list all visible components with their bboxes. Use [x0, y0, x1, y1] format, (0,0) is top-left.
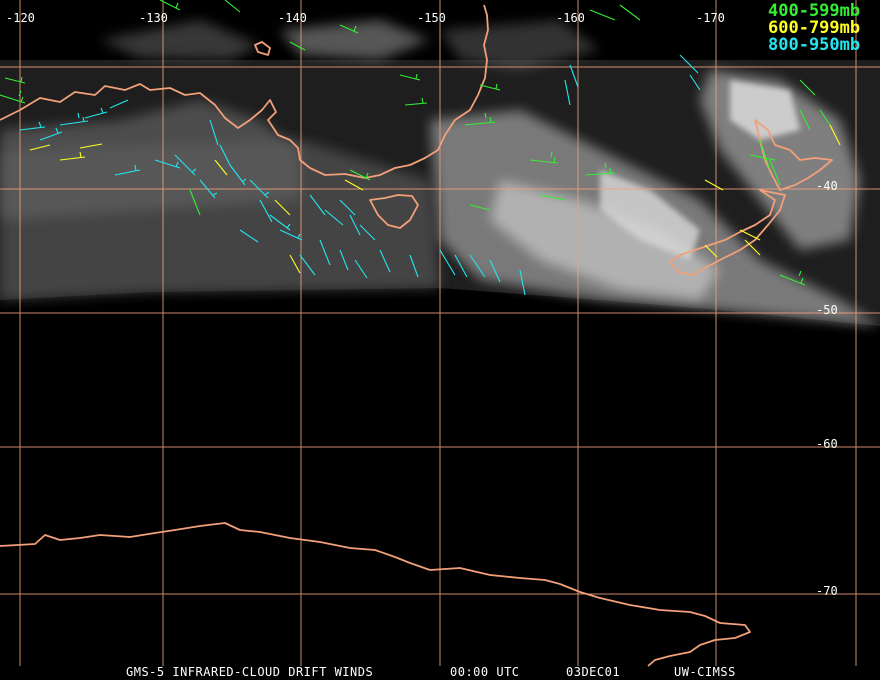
- lon-label: -130: [139, 11, 168, 25]
- legend-400-599: 400-599mb: [768, 1, 860, 21]
- lat-label: -50: [816, 303, 838, 317]
- lat-label: -60: [816, 437, 838, 451]
- valid-time: 00:00 UTC: [450, 665, 520, 679]
- lon-label: -120: [6, 11, 35, 25]
- footer-caption: GMS-5 INFRARED-CLOUD DRIFT WINDS 00:00 U…: [126, 665, 736, 679]
- lon-label: -140: [278, 11, 307, 25]
- legend-800-950: 800-950mb: [768, 35, 860, 55]
- valid-date: 03DEC01: [566, 665, 620, 679]
- tasmania-coastline: [369, 194, 419, 229]
- pressure-legend: 400-599mb 600-799mb 800-950mb: [768, 1, 860, 55]
- source-label: UW-CIMSS: [674, 665, 736, 679]
- product-name: GMS-5 INFRARED-CLOUD DRIFT WINDS: [126, 665, 373, 679]
- longitude-labels: -120 -130 -140 -150 -160 -170: [6, 11, 725, 25]
- new-zealand-south: [669, 189, 786, 276]
- small-island: [254, 41, 271, 56]
- legend-600-799: 600-799mb: [768, 18, 860, 38]
- lat-label: -70: [816, 584, 838, 598]
- latitude-labels: -40 -50 -60 -70: [816, 179, 838, 598]
- lon-label: -150: [417, 11, 446, 25]
- graticule: [0, 0, 880, 666]
- australia-coastline: [0, 4, 489, 179]
- lon-label: -160: [556, 11, 585, 25]
- new-zealand-north: [754, 119, 833, 191]
- wind-barbs: [0, 0, 841, 296]
- antarctica-coastline: [0, 522, 751, 667]
- coastlines: [0, 4, 833, 667]
- lat-label: -40: [816, 179, 838, 193]
- cloud-imagery: [0, 20, 880, 326]
- lon-label: -170: [696, 11, 725, 25]
